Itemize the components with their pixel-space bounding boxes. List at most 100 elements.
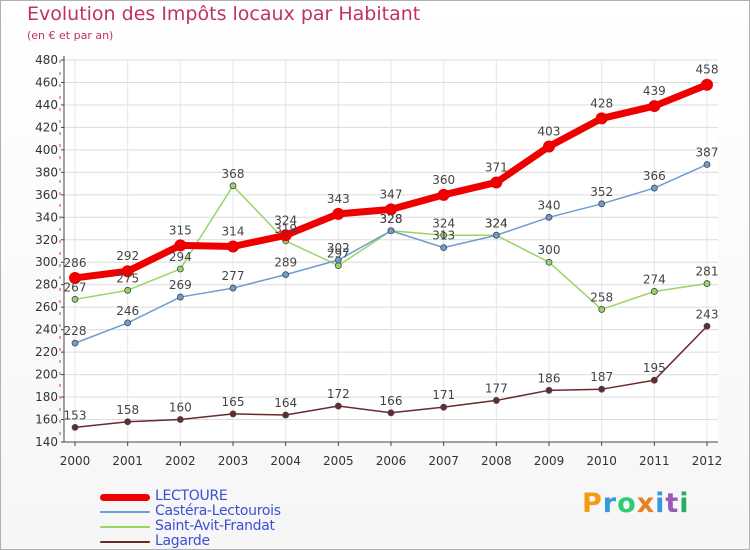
y-tick-label: 340 xyxy=(35,210,58,224)
data-label: 158 xyxy=(116,403,139,417)
logo-letter: x xyxy=(636,488,656,519)
data-point xyxy=(334,256,342,264)
data-label: 277 xyxy=(222,269,245,283)
x-tick-label: 2000 xyxy=(60,454,91,468)
data-label: 165 xyxy=(222,395,245,409)
data-label: 172 xyxy=(327,387,350,401)
data-label: 195 xyxy=(643,361,666,375)
data-point xyxy=(545,258,553,266)
data-label: 366 xyxy=(643,169,666,183)
data-point xyxy=(650,376,658,384)
data-point xyxy=(332,207,345,220)
data-label: 328 xyxy=(380,212,403,226)
data-point xyxy=(598,385,606,393)
data-label: 314 xyxy=(222,225,245,239)
data-label: 313 xyxy=(432,229,455,243)
x-tick-label: 2005 xyxy=(323,454,354,468)
y-tick-label: 460 xyxy=(35,75,58,89)
x-tick-label: 2001 xyxy=(112,454,143,468)
data-point xyxy=(701,78,713,91)
x-tick-label: 2007 xyxy=(428,454,459,468)
data-point xyxy=(387,227,395,235)
data-point xyxy=(703,161,711,168)
data-point xyxy=(71,423,79,431)
data-label: 160 xyxy=(169,401,192,415)
y-tick-label: 380 xyxy=(35,165,58,179)
data-point xyxy=(703,280,711,287)
data-label: 297 xyxy=(327,247,350,261)
data-label: 228 xyxy=(64,324,87,338)
data-label: 294 xyxy=(169,250,192,264)
data-label: 328 xyxy=(380,212,403,226)
data-point xyxy=(282,411,290,419)
data-point xyxy=(385,203,397,216)
data-point xyxy=(598,306,606,313)
data-label: 300 xyxy=(538,243,561,257)
logo-letter: r xyxy=(602,488,618,519)
logo-letter: o xyxy=(617,488,637,519)
data-point xyxy=(229,284,237,292)
x-tick-label: 2010 xyxy=(586,454,617,468)
data-point xyxy=(69,271,81,284)
x-tick-label: 2002 xyxy=(165,454,196,468)
data-point xyxy=(121,265,134,278)
data-point xyxy=(543,140,555,153)
y-tick-label: 280 xyxy=(35,278,58,292)
logo-letter: P xyxy=(582,488,603,519)
data-label: 292 xyxy=(116,249,139,263)
data-point xyxy=(387,409,395,417)
data-label: 352 xyxy=(590,185,613,199)
data-point xyxy=(440,231,448,239)
data-label: 243 xyxy=(696,307,719,321)
logo-letter: i xyxy=(655,488,666,519)
data-point xyxy=(227,240,239,253)
chart-subtitle: (en € et par an) xyxy=(27,29,114,42)
data-point xyxy=(334,262,342,270)
data-label: 286 xyxy=(64,256,87,270)
data-point xyxy=(71,295,79,303)
data-label: 274 xyxy=(643,272,666,286)
x-tick-label: 2003 xyxy=(218,454,249,468)
y-tick-label: 220 xyxy=(35,345,58,359)
x-tick-label: 2004 xyxy=(270,454,301,468)
data-point xyxy=(176,416,184,423)
data-point xyxy=(229,410,237,418)
data-point xyxy=(545,386,553,394)
y-tick-label: 180 xyxy=(35,390,58,404)
legend-label: Lagarde xyxy=(155,533,210,549)
data-point xyxy=(282,271,290,278)
data-point xyxy=(176,265,184,273)
data-label: 458 xyxy=(696,63,719,77)
data-label: 267 xyxy=(64,280,87,294)
data-label: 403 xyxy=(538,125,561,139)
x-tick-label: 2009 xyxy=(534,454,565,468)
x-tick-label: 2006 xyxy=(376,454,407,468)
data-label: 315 xyxy=(169,223,192,237)
data-point xyxy=(124,319,132,327)
data-point xyxy=(650,288,658,295)
y-tick-label: 240 xyxy=(35,323,58,337)
data-label: 340 xyxy=(538,198,561,212)
y-tick-label: 140 xyxy=(35,435,58,449)
data-label: 387 xyxy=(696,145,719,159)
data-point xyxy=(124,286,132,294)
data-point xyxy=(440,403,448,411)
data-point xyxy=(437,188,450,201)
data-label: 371 xyxy=(485,160,508,174)
chart-title: Evolution des Impôts locaux par Habitant xyxy=(27,3,421,25)
data-point xyxy=(492,231,500,239)
data-point xyxy=(492,397,500,404)
data-point xyxy=(279,229,292,242)
data-label: 302 xyxy=(327,241,350,255)
data-label: 186 xyxy=(538,371,561,385)
data-point xyxy=(490,176,503,189)
legend-swatch xyxy=(100,541,150,543)
y-tick-label: 200 xyxy=(35,368,58,382)
data-label: 275 xyxy=(116,271,139,285)
data-label: 164 xyxy=(274,396,297,410)
y-tick-label: 320 xyxy=(35,233,58,247)
legend-swatch xyxy=(100,493,150,501)
data-label: 246 xyxy=(116,304,139,318)
data-point xyxy=(648,100,661,113)
